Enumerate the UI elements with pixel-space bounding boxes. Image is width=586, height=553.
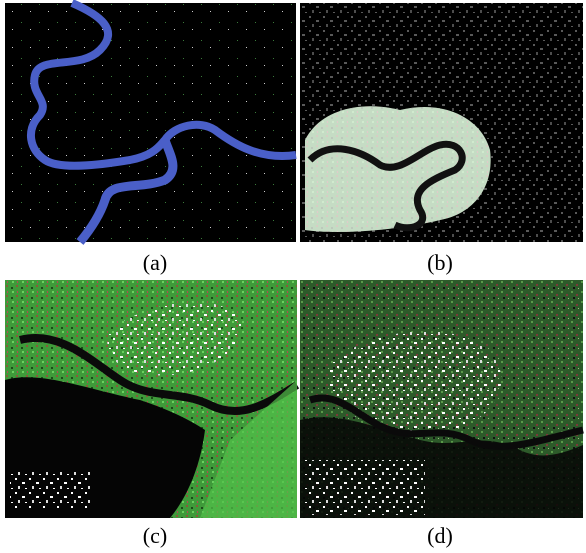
panel-c — [5, 280, 297, 518]
caption: (a) — [143, 250, 167, 275]
page-body: {"panels": [{"caption": "(a)"}, {"captio… — [0, 0, 586, 553]
urban-area — [10, 470, 90, 510]
panel-a — [5, 3, 296, 242]
panel-d — [300, 280, 583, 518]
panel-b — [300, 3, 583, 242]
urban-area — [305, 460, 425, 515]
caption: (b) — [427, 250, 453, 275]
page: Figure panels html, body { margin: 0; pa… — [0, 0, 586, 553]
caption: (d) — [427, 523, 453, 548]
figure: (a) (b) (c) (d) — [0, 0, 586, 553]
image-texture — [5, 3, 296, 242]
caption: (c) — [143, 523, 167, 548]
